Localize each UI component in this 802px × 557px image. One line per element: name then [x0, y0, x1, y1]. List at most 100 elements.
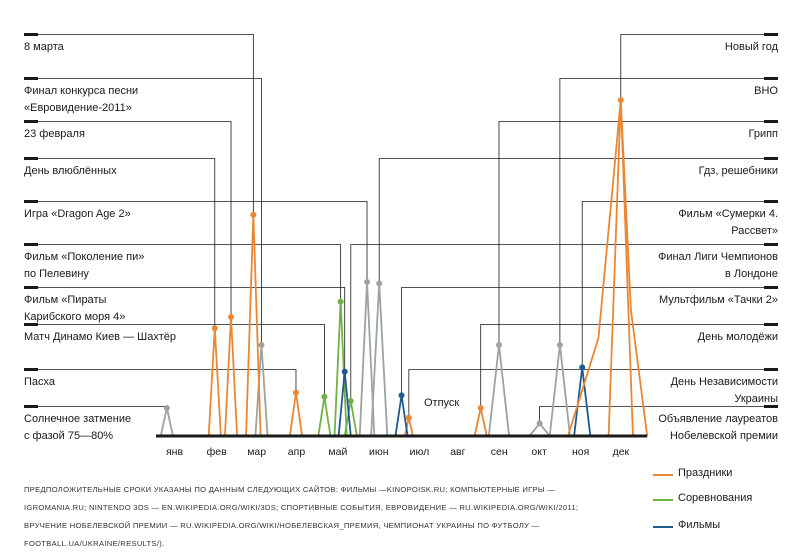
event-label-10-0: Новый год [725, 41, 779, 53]
series-point-orange-0 [292, 389, 299, 396]
event-leader-19 [539, 406, 764, 424]
event-marker-4 [24, 243, 38, 246]
event-label-3-0: Фильм «Пираты [24, 294, 106, 306]
legend-swatch-competitions [653, 499, 673, 501]
month-label-7: авг [450, 446, 465, 458]
event-leader-3 [38, 287, 346, 372]
series-point-gray-5 [376, 280, 383, 287]
series-peak-gray-4 [487, 344, 511, 437]
event-leader-11 [559, 78, 764, 345]
event-marker-14 [764, 200, 778, 203]
event-leader-14 [581, 201, 764, 368]
series-point-green-2 [347, 398, 354, 404]
series-point-gray-3 [556, 342, 563, 348]
event-marker-1 [24, 368, 38, 371]
series-point-gray-4 [495, 342, 502, 348]
month-label-5: июн [369, 446, 389, 458]
series-peak-green-0 [317, 395, 332, 437]
event-marker-18 [764, 368, 778, 371]
series-point-orange-3 [250, 211, 257, 218]
series-point-blue-2 [398, 392, 405, 399]
month-label-8: сен [491, 446, 508, 458]
month-label-2: мар [247, 446, 266, 458]
event-leader-17 [480, 324, 764, 408]
event-label-18-0: День Независимости [671, 376, 778, 388]
series-peak-orange-1 [207, 327, 222, 437]
month-label-10: ноя [572, 446, 589, 458]
event-label-11-0: ВНО [754, 85, 778, 97]
event-label-8-1: «Евровидение-2011» [24, 102, 132, 114]
event-marker-19 [764, 405, 778, 408]
event-leader-9 [38, 34, 254, 215]
legend-label-competitions: Соревнования [678, 492, 753, 504]
event-marker-16 [764, 286, 778, 289]
event-label-0-1: с фазой 75—80% [24, 430, 113, 442]
event-label-15-1: в Лондоне [725, 268, 778, 280]
event-label-0-0: Солнечное затмение [24, 413, 131, 425]
event-leader-5 [38, 201, 368, 282]
event-label-17-0: День молодёжи [698, 331, 778, 343]
event-leader-1 [38, 369, 297, 393]
event-label-13-0: Гдз, решебники [699, 165, 778, 177]
event-marker-9 [24, 33, 38, 36]
event-marker-6 [24, 157, 38, 160]
month-label-1: фев [207, 446, 227, 458]
event-label-15-0: Финал Лиги Чемпионов [658, 251, 778, 263]
event-leader-13 [378, 158, 764, 284]
series-point-blue-0 [341, 368, 348, 375]
series-point-gray-1 [364, 279, 371, 285]
event-marker-5 [24, 200, 38, 203]
series-peak-blue-1 [573, 366, 592, 437]
event-label-19-0: Объявление лауреатов [658, 413, 778, 425]
event-leader-7 [38, 121, 232, 317]
series-point-green-0 [321, 393, 328, 400]
legend-swatch-movies [653, 526, 673, 528]
legend-swatch-holidays [653, 474, 673, 476]
series-point-orange-5 [477, 405, 484, 411]
event-marker-0 [24, 405, 38, 408]
event-leader-16 [401, 287, 764, 396]
event-leader-18 [408, 369, 764, 418]
event-leader-4 [38, 244, 342, 302]
event-label-5-0: Игра «Dragon Age 2» [24, 208, 131, 220]
event-label-12-0: Грипп [748, 128, 778, 140]
series-point-gray-0 [163, 405, 170, 411]
event-leader-12 [498, 121, 764, 345]
event-marker-17 [764, 323, 778, 326]
event-marker-2 [24, 323, 38, 326]
event-label-14-1: Рассвет» [731, 225, 778, 237]
series-point-gray-2 [258, 342, 265, 348]
series-point-orange-6 [405, 414, 412, 421]
event-marker-3 [24, 286, 38, 289]
event-label-16-0: Мультфильм «Тачки 2» [659, 294, 778, 306]
month-label-11: дек [613, 446, 630, 458]
event-label-6-0: День влюблённых [24, 165, 117, 177]
event-leader-6 [38, 158, 216, 329]
event-marker-8 [24, 77, 38, 80]
series-point-orange-2 [228, 314, 235, 320]
month-label-4: май [328, 446, 347, 458]
month-label-9: окт [531, 446, 547, 458]
month-label-0: янв [166, 446, 183, 458]
event-label-14-0: Фильм «Сумерки 4. [678, 208, 778, 220]
event-marker-7 [24, 120, 38, 123]
series-extra-0 [567, 99, 649, 437]
series-peak-orange-0 [288, 391, 303, 437]
event-label-9-0: 8 марта [24, 41, 65, 53]
event-label-4-1: по Пелевину [24, 268, 89, 280]
event-leader-8 [38, 78, 262, 345]
series-point-gray-6 [536, 420, 543, 427]
vacation-annotation: Отпуск [424, 397, 459, 409]
event-label-8-0: Финал конкурса песни [24, 85, 138, 97]
series-peak-gray-0 [159, 407, 174, 437]
series-point-blue-1 [579, 364, 586, 371]
event-label-19-1: Нобелевской премии [670, 430, 778, 442]
series-point-green-1 [337, 298, 344, 305]
event-leader-2 [38, 324, 325, 397]
legend-label-movies: Фильмы [678, 519, 721, 531]
event-leader-0 [38, 406, 168, 408]
event-label-2-0: Матч Динамо Киев — Шахтёр [24, 331, 176, 343]
month-label-3: апр [288, 446, 306, 458]
event-marker-11 [764, 77, 778, 80]
